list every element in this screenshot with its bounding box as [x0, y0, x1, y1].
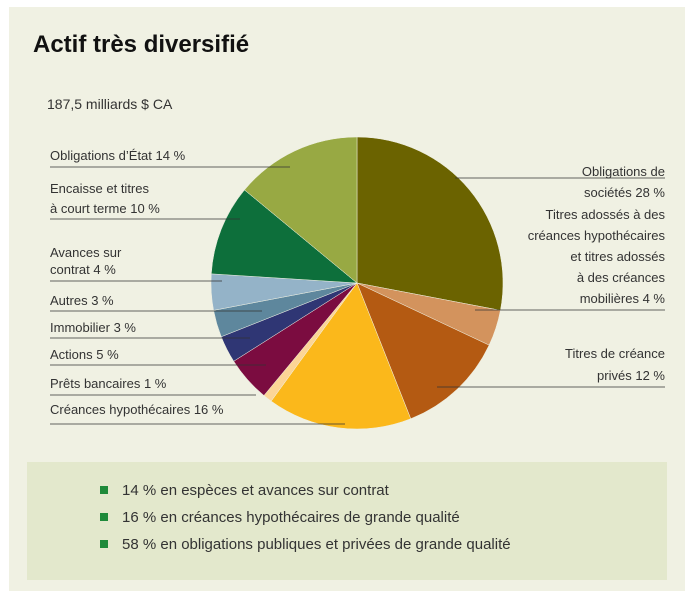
slice-name: et titres adossés — [570, 249, 665, 264]
slice-label: Actions 5 % — [50, 347, 119, 362]
slice-value: 1 % — [144, 376, 167, 391]
slice-name: sociétés — [584, 185, 632, 200]
slice-name: Encaisse et titres — [50, 181, 149, 196]
pie-slice — [244, 136, 358, 284]
slice-name: à des créances — [577, 270, 666, 285]
slice-label: Obligations d’État 14 % — [50, 148, 186, 163]
slice-name: Avances sur — [50, 245, 122, 260]
slice-name: Créances hypothécaires — [50, 402, 191, 417]
slice-label: contrat 4 % — [50, 262, 116, 277]
slice-name: privés — [597, 368, 632, 383]
slice-name: créances hypothécaires — [528, 228, 666, 243]
slice-label: Encaisse et titres — [50, 181, 149, 196]
slice-label: Avances sur — [50, 245, 122, 260]
slice-name: contrat — [50, 262, 90, 277]
slice-label: à court terme 10 % — [50, 201, 160, 216]
bullet — [100, 513, 108, 521]
slice-label: Prêts bancaires 1 % — [50, 376, 167, 391]
slice-name: Titres adossés à des — [546, 207, 666, 222]
slice-value: 10 % — [130, 201, 160, 216]
slice-label: Autres 3 % — [50, 293, 114, 308]
slice-label: Obligations de — [582, 164, 665, 179]
slice-name: Actions — [50, 347, 96, 362]
slice-name: à court terme — [50, 201, 127, 216]
slice-name: Autres — [50, 293, 88, 308]
slice-value: 16 % — [194, 402, 224, 417]
slice-label: Créances hypothécaires 16 % — [50, 402, 224, 417]
note: 16 % en créances hypothécaires de grande… — [122, 509, 460, 526]
slice-label: mobilières 4 % — [580, 291, 666, 306]
slice-name: Obligations d’État — [50, 148, 152, 163]
slice-name: mobilières — [580, 291, 640, 306]
slice-name: Obligations de — [582, 164, 665, 179]
slice-value: 5 % — [96, 347, 119, 362]
note: 58 % en obligations publiques et privées… — [122, 536, 511, 553]
slice-label: Immobilier 3 % — [50, 320, 136, 335]
slice-value: 4 % — [93, 262, 116, 277]
slice-value: 3 % — [114, 320, 137, 335]
slice-label: privés 12 % — [597, 368, 665, 383]
pie-slice — [270, 282, 412, 430]
slice-label: Titres de créance — [565, 346, 665, 361]
notes-box — [27, 462, 667, 580]
slice-name: Prêts bancaires — [50, 376, 141, 391]
bullet — [100, 486, 108, 494]
pie-slice — [211, 189, 358, 284]
slice-value: 14 % — [156, 148, 186, 163]
slice-label: sociétés 28 % — [584, 185, 665, 200]
slice-value: 28 % — [635, 185, 665, 200]
slice-name: Titres de créance — [565, 346, 665, 361]
bullet — [100, 540, 108, 548]
slice-name: Immobilier — [50, 320, 111, 335]
slice-value: 4 % — [643, 291, 666, 306]
note: 14 % en espèces et avances sur contrat — [122, 482, 390, 499]
slice-label: et titres adossés — [570, 249, 665, 264]
slice-label: créances hypothécaires — [528, 228, 666, 243]
subtitle: 187,5 milliards $ CA — [47, 96, 173, 112]
pie-slice — [356, 282, 490, 420]
slice-label: Titres adossés à des — [546, 207, 666, 222]
slice-value: 12 % — [635, 368, 665, 383]
slice-value: 3 % — [91, 293, 114, 308]
chart-title: Actif très diversifié — [33, 31, 249, 58]
pie-slice — [356, 136, 504, 311]
slice-label: à des créances — [577, 270, 666, 285]
